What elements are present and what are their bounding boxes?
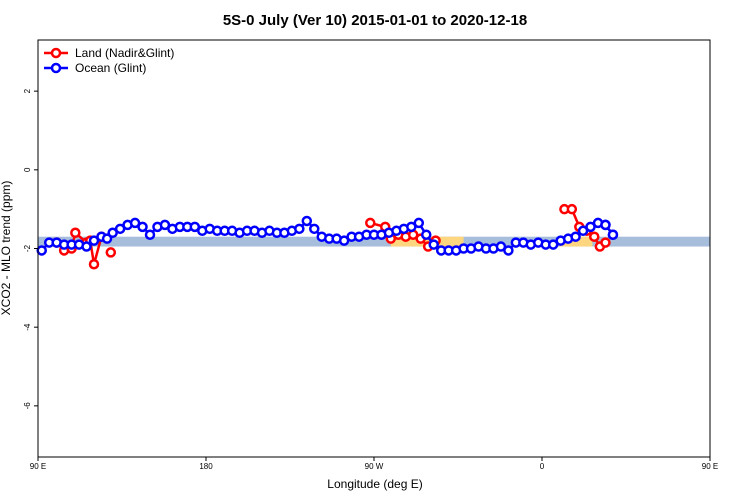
x-axis-title: Longitude (deg E) [327, 477, 422, 491]
series-ocean [36, 215, 619, 256]
data-point [566, 203, 578, 215]
y-tick-label: 2 [23, 88, 32, 93]
y-tick-label: -2 [23, 244, 32, 252]
y-axis: 2 0 -2 -4 -6 [23, 88, 38, 409]
data-point [105, 247, 117, 258]
data-point [607, 229, 619, 240]
y-tick-label: -4 [23, 323, 32, 331]
data-point [600, 219, 611, 231]
legend-label: Ocean (Glint) [75, 61, 146, 75]
x-tick-label: 90 W [365, 462, 384, 471]
data-point [365, 217, 376, 229]
data-point [294, 223, 305, 235]
data-point [70, 227, 81, 239]
y-tick-label: -6 [23, 402, 32, 410]
series-land [51, 203, 611, 270]
data-point [301, 215, 313, 227]
legend-swatch-marker [50, 47, 62, 59]
plot-frame [37, 39, 711, 458]
legend-item: Ocean (Glint) [44, 61, 146, 75]
series-layer [36, 203, 619, 270]
legend-item: Land (Nadir&Glint) [44, 46, 174, 60]
data-point [570, 231, 581, 242]
data-point [421, 229, 432, 240]
data-point [309, 223, 320, 235]
x-axis: 90 E 180 90 W 0 90 E [30, 457, 718, 471]
data-point [101, 233, 113, 244]
data-point [144, 229, 156, 240]
legend: Land (Nadir&Glint)Ocean (Glint) [44, 46, 174, 75]
data-point [88, 258, 100, 270]
y-axis-title: XCO2 - MLO trend (ppm) [0, 181, 13, 316]
x-tick-label: 180 [199, 462, 213, 471]
data-point [503, 245, 514, 256]
data-point [36, 245, 47, 256]
x-tick-label: 0 [540, 462, 545, 471]
data-point [81, 241, 92, 252]
legend-swatch-marker [50, 62, 62, 74]
x-tick-label: 90 E [30, 462, 46, 471]
data-point [137, 221, 148, 233]
chart-title: 5S-0 July (Ver 10) 2015-01-01 to 2020-12… [223, 12, 527, 29]
y-tick-label: 0 [23, 167, 32, 172]
legend-label: Land (Nadir&Glint) [75, 46, 174, 60]
data-point [428, 239, 439, 250]
data-point [589, 231, 600, 242]
x-tick-label: 90 E [702, 462, 718, 471]
data-point [413, 217, 425, 229]
data-point [600, 237, 611, 248]
ocean-band [38, 236, 710, 247]
